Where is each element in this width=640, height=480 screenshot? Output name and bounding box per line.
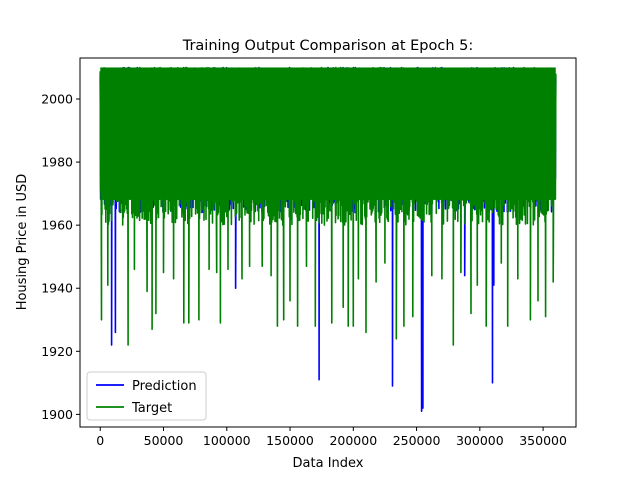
y-tick-label: 2000 — [41, 92, 73, 107]
legend-box — [86, 371, 207, 421]
y-tick-label: 1940 — [41, 281, 73, 296]
x-axis-label: Data Index — [293, 456, 364, 471]
x-tick-label: 300000 — [456, 433, 504, 448]
x-tick-label: 150000 — [266, 433, 314, 448]
series-line-target — [99, 66, 557, 346]
y-tick-label: 1960 — [41, 218, 73, 233]
x-tick-label: 250000 — [393, 433, 441, 448]
x-tick-label: 350000 — [519, 433, 567, 448]
legend-label-prediction: Prediction — [132, 379, 197, 394]
x-axis-ticks: 0 50000 100000 150000 200000 250000 300000 3500… — [96, 427, 567, 448]
legend: Prediction Target — [86, 371, 207, 421]
y-axis-ticks: 1900 1920 1940 1960 1980 2000 — [41, 92, 80, 422]
x-tick-label: 0 — [96, 433, 104, 448]
plot-area — [99, 66, 557, 412]
series-layer — [99, 66, 557, 412]
legend-label-target: Target — [131, 401, 172, 416]
y-tick-label: 1900 — [41, 407, 73, 422]
y-tick-label: 1920 — [41, 344, 73, 359]
x-tick-label: 50000 — [144, 433, 184, 448]
chart-title: Training Output Comparison at Epoch 5: — [182, 38, 474, 54]
x-tick-label: 200000 — [329, 433, 377, 448]
y-tick-label: 1980 — [41, 155, 73, 170]
x-tick-label: 100000 — [203, 433, 251, 448]
y-axis-label: Housing Price in USD — [15, 174, 30, 311]
axes-frame — [79, 57, 577, 428]
